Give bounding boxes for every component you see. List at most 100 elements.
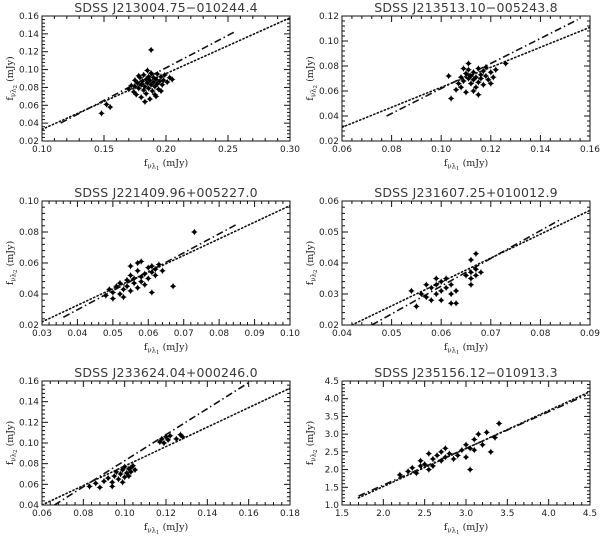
data-point [468, 80, 474, 87]
plot-area [351, 209, 590, 325]
data-point [458, 74, 464, 80]
data-point [145, 265, 151, 271]
data-point [153, 76, 159, 82]
x-tick-label: 0.08 [209, 329, 229, 339]
data-point [109, 483, 115, 489]
y-tick-label: 0.02 [19, 321, 39, 331]
data-point [152, 91, 158, 98]
y-tick-label: 0.04 [19, 119, 39, 129]
panel-title: SDSS J231607.25+010012.9 [374, 185, 558, 200]
data-point [128, 465, 134, 471]
data-point [479, 442, 486, 448]
fit-line-dotted [42, 204, 290, 323]
data-point [483, 73, 489, 79]
data-point [446, 451, 453, 457]
data-point [453, 87, 459, 93]
data-point [148, 82, 154, 88]
x-tick-label: 0.14 [197, 509, 217, 519]
data-point [434, 452, 440, 458]
y-tick-label: 0.02 [319, 137, 339, 147]
panel-4: SDSS J231607.25+010012.9 0.04 0.05 0.06 0.07… [305, 185, 600, 356]
x-tick-label: 2.0 [376, 509, 391, 519]
y-axis-label: fνλ2 (mJy) [305, 56, 319, 100]
x-tick-label: 4.5 [583, 509, 597, 519]
data-point [428, 297, 434, 303]
data-point [158, 74, 164, 80]
data-point [442, 445, 448, 451]
data-point [126, 86, 132, 92]
y-tick-label: 0.06 [19, 480, 39, 490]
x-tick-label: 0.10 [431, 145, 451, 155]
y-tick-label: 3.5 [325, 412, 339, 422]
data-point [93, 480, 99, 486]
y-tick-label: 0.08 [319, 62, 339, 72]
y-tick-label: 0.06 [319, 197, 339, 207]
data-point [468, 275, 474, 282]
plot-frame [341, 15, 591, 142]
data-point [120, 294, 127, 300]
y-tick-label: 0.02 [19, 137, 39, 147]
x-tick-label: 0.08 [382, 145, 402, 155]
data-point [465, 67, 472, 73]
fit-line-dotted [42, 387, 290, 505]
data-point [138, 274, 144, 280]
data-point [149, 88, 155, 94]
panel-6: SDSS J235156.12−010913.3 1.5 2.0 2.5 3.0 3.5 4… [305, 365, 597, 536]
x-tick-label: 1.5 [335, 509, 349, 519]
data-point [470, 69, 477, 75]
fit-line-dashdot [53, 381, 253, 505]
data-point [471, 436, 477, 443]
data-point [463, 442, 469, 448]
data-point [423, 294, 429, 300]
data-point [443, 275, 449, 282]
plot-frame [341, 200, 591, 326]
y-tick-label: 0.10 [19, 439, 39, 449]
data-point [458, 84, 464, 90]
data-point [147, 77, 153, 83]
x-axis-label: fνλ1 (mJy) [144, 158, 188, 172]
data-point [488, 80, 494, 87]
data-point [86, 483, 93, 489]
data-point [397, 472, 403, 478]
data-point [467, 445, 473, 451]
data-point [463, 454, 469, 460]
fit-line-dashdot [62, 223, 238, 319]
data-point [135, 268, 141, 274]
data-point [448, 95, 454, 102]
data-point [127, 272, 134, 278]
data-point [142, 83, 148, 90]
data-point [113, 283, 119, 289]
x-tick-label: 0.04 [67, 329, 87, 339]
data-point [132, 467, 138, 473]
data-point [149, 269, 155, 275]
x-tick-label: 0.05 [103, 329, 123, 339]
y-tick-label: 2.5 [325, 448, 339, 458]
data-point [141, 72, 147, 78]
fit-line-dashdot [386, 18, 578, 117]
data-point [106, 286, 112, 292]
data-point [113, 469, 119, 475]
data-point [170, 283, 176, 289]
data-point [475, 79, 481, 85]
x-tick-label: 0.15 [94, 145, 114, 155]
data-point [417, 458, 424, 464]
data-point [413, 303, 419, 309]
data-point [438, 458, 444, 464]
data-point [446, 73, 452, 79]
x-tick-label: 4.0 [542, 509, 557, 519]
data-point [473, 266, 479, 272]
data-point [478, 269, 484, 275]
data-point [471, 447, 477, 453]
data-point [122, 474, 128, 480]
data-point [453, 288, 459, 294]
data-point [417, 463, 424, 469]
data-point [164, 79, 170, 85]
data-point [408, 288, 415, 294]
data-point [132, 83, 138, 90]
data-point [131, 280, 137, 286]
panel-2: SDSS J213513.10−005243.8 0.06 0.08 0.10 0.12… [305, 0, 600, 172]
data-point [124, 283, 130, 289]
plot-area [42, 204, 290, 323]
data-point [110, 296, 116, 302]
panel-5: SDSS J233624.04+000246.0 0.06 0.08 0.10 0.12… [5, 365, 300, 536]
